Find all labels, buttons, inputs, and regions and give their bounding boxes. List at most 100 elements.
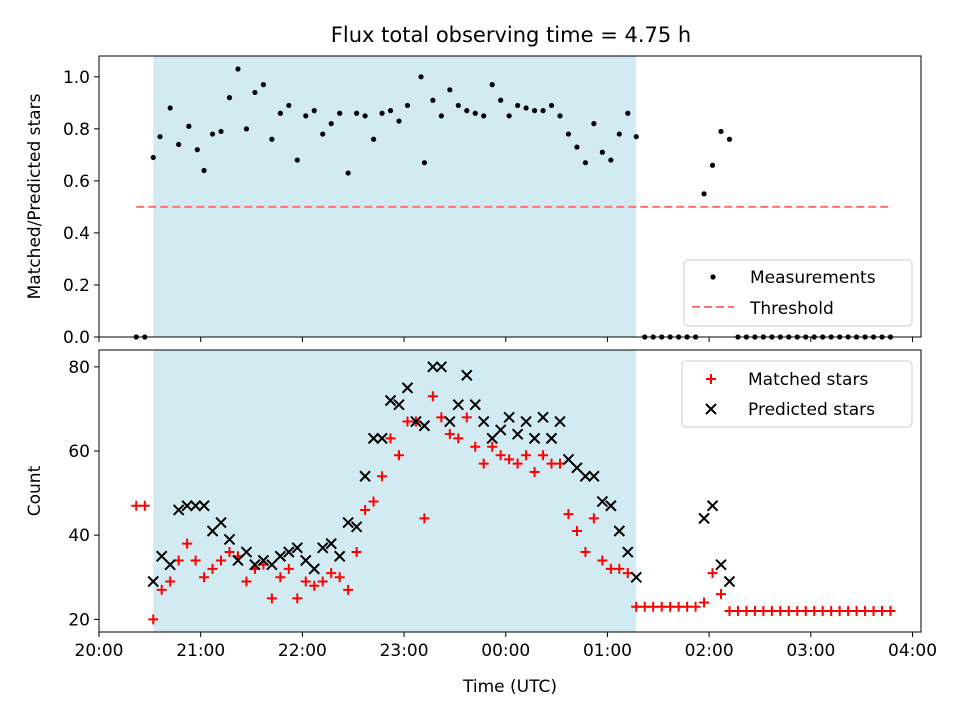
predicted-star-point (630, 571, 642, 583)
matched-star-point (639, 601, 650, 612)
predicted-star-point (528, 432, 541, 445)
legend-matched-label: Matched stars (748, 370, 868, 390)
predicted-star-point (308, 563, 320, 575)
measurement-point (167, 105, 173, 111)
predicted-star-point (342, 516, 354, 529)
y-tick-label: 0.6 (63, 172, 90, 192)
matched-star-point (224, 547, 235, 558)
matched-star-point (478, 458, 489, 469)
measurement-point (337, 110, 343, 116)
legend-measurement-marker (710, 274, 716, 280)
legend: Matched stars Predicted stars (681, 360, 913, 428)
matched-star-point (309, 580, 320, 591)
matched-star-point (529, 467, 540, 478)
matched-star-point (766, 605, 777, 616)
matched-star-point (377, 471, 388, 482)
x-tick-label: 20:00 (75, 641, 124, 661)
x-tick-label: 22:00 (278, 641, 327, 661)
matched-star-point (156, 584, 167, 595)
x-tick-label: 23:00 (380, 641, 429, 661)
predicted-star-point (147, 575, 159, 588)
measurement-point (421, 160, 428, 166)
matched-star-point (292, 593, 303, 604)
measurement-point (701, 191, 707, 197)
y-tick-label: 0.8 (63, 120, 90, 140)
matched-star-point (487, 441, 498, 452)
matched-star-point (851, 605, 862, 616)
legend-box (683, 259, 913, 327)
matched-star-point (199, 572, 210, 583)
measurement-point (201, 167, 207, 174)
matched-star-point (843, 605, 854, 616)
predicted-star-point (359, 470, 371, 482)
predicted-star-point (333, 550, 346, 562)
matched-star-point (792, 605, 803, 616)
predicted-star-point (181, 500, 193, 512)
predicted-star-point (554, 415, 566, 428)
matched-star-point (512, 458, 523, 469)
measurement-point (574, 144, 580, 150)
measurement-point (430, 97, 436, 103)
matched-star-point (580, 547, 591, 558)
predicted-star-point (545, 432, 558, 445)
predicted-star-point (511, 428, 524, 440)
y-axis-label: Matched/Predicted stars (25, 93, 45, 299)
matched-star-point (563, 509, 574, 520)
matched-star-point (707, 568, 718, 579)
measurement-point (186, 123, 192, 129)
y-tick-label: 40 (68, 526, 90, 546)
predicted-star-point (461, 369, 473, 381)
legend-matched-marker (706, 374, 716, 384)
measurement-point (370, 136, 377, 142)
predicted-star-point (156, 550, 168, 562)
axes-frame (98, 55, 922, 338)
matched-star-point (139, 500, 150, 511)
y-tick-label: 0.4 (63, 224, 90, 244)
legend-box (681, 360, 913, 428)
matched-star-point (334, 572, 345, 583)
matched-star-point (300, 576, 311, 587)
matched-star-point (216, 555, 227, 566)
predicted-star-point (283, 546, 295, 558)
matched-star-point (190, 555, 201, 566)
measurement-point (260, 82, 266, 88)
predicted-star-point (503, 411, 515, 424)
y-tick-label: 20 (68, 610, 90, 630)
predicted-star-point (215, 516, 227, 529)
x-tick-label: 21:00 (176, 641, 225, 661)
measurement-point (548, 102, 555, 109)
matched-star-point (809, 605, 820, 616)
measurement-point (726, 136, 733, 142)
measurement-point (218, 128, 224, 135)
predicted-star-point (274, 550, 287, 562)
matched-star-point (732, 605, 743, 616)
measurement-point (328, 121, 334, 127)
matched-star-point (504, 454, 515, 465)
measurement-point (157, 134, 163, 140)
matched-star-point (656, 601, 667, 612)
measurement-point (379, 110, 385, 116)
matched-star-point (885, 605, 896, 616)
matched-star-point (834, 605, 845, 616)
matched-star-point (546, 458, 557, 469)
predicted-star-point (494, 424, 507, 436)
predicted-star-point (571, 462, 583, 474)
predicted-star-point (706, 500, 719, 512)
measurement-point (354, 110, 360, 116)
matched-star-point (427, 391, 438, 402)
measurement-point (294, 157, 300, 163)
matched-star-point (588, 513, 599, 524)
measurement-point (718, 128, 724, 135)
matched-star-point (317, 576, 328, 587)
measurement-point (311, 108, 317, 114)
matched-star-point (631, 601, 642, 612)
predicted-star-point (317, 542, 329, 554)
predicted-star-point (172, 504, 185, 516)
measurement-point (303, 113, 309, 119)
matched-star-point (470, 441, 481, 452)
y-tick-label: 60 (68, 442, 90, 462)
measurement-point (557, 113, 563, 119)
measurement-point (591, 121, 597, 127)
matched-star-point (597, 555, 608, 566)
matched-star-point (495, 450, 506, 461)
